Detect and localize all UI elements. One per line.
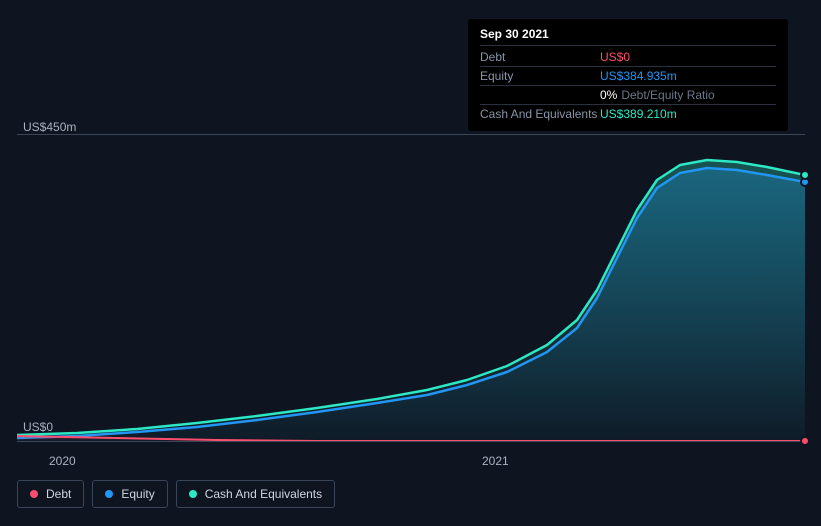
tooltip-row-value: US$389.210m [600, 107, 677, 121]
chart-legend: Debt Equity Cash And Equivalents [17, 480, 335, 508]
tooltip-row-sublabel: Debt/Equity Ratio [621, 88, 714, 102]
legend-label: Debt [46, 487, 71, 501]
tooltip-date: Sep 30 2021 [480, 27, 776, 46]
y-axis-min-label: US$0 [23, 420, 53, 434]
legend-item-debt[interactable]: Debt [17, 480, 84, 508]
legend-item-cash[interactable]: Cash And Equivalents [176, 480, 335, 508]
x-axis-tick-label: 2020 [49, 454, 76, 468]
legend-item-equity[interactable]: Equity [92, 480, 167, 508]
tooltip-row: DebtUS$0 [480, 48, 776, 67]
series-current-marker [800, 170, 810, 180]
tooltip-row-value: US$384.935m [600, 69, 677, 83]
tooltip-row-value: US$0 [600, 50, 630, 64]
x-axis-tick-label: 2021 [482, 454, 509, 468]
tooltip-row: EquityUS$384.935m [480, 67, 776, 86]
legend-label: Equity [121, 487, 154, 501]
legend-dot-icon [189, 490, 197, 498]
legend-dot-icon [105, 490, 113, 498]
tooltip-row-label [480, 88, 600, 102]
series-current-marker [800, 436, 810, 446]
tooltip-row: 0% Debt/Equity Ratio [480, 86, 776, 105]
tooltip-row-label: Cash And Equivalents [480, 107, 600, 121]
tooltip-row-label: Debt [480, 50, 600, 64]
balance-chart: US$450m US$0 20202021 [17, 120, 805, 470]
legend-dot-icon [30, 490, 38, 498]
tooltip-row-label: Equity [480, 69, 600, 83]
legend-label: Cash And Equivalents [205, 487, 322, 501]
tooltip-row-value: 0% [600, 88, 617, 102]
series-area [17, 168, 805, 441]
gridline-bottom [17, 441, 805, 442]
chart-plot [17, 120, 805, 450]
chart-tooltip: Sep 30 2021 DebtUS$0EquityUS$384.935m0%D… [468, 19, 788, 131]
